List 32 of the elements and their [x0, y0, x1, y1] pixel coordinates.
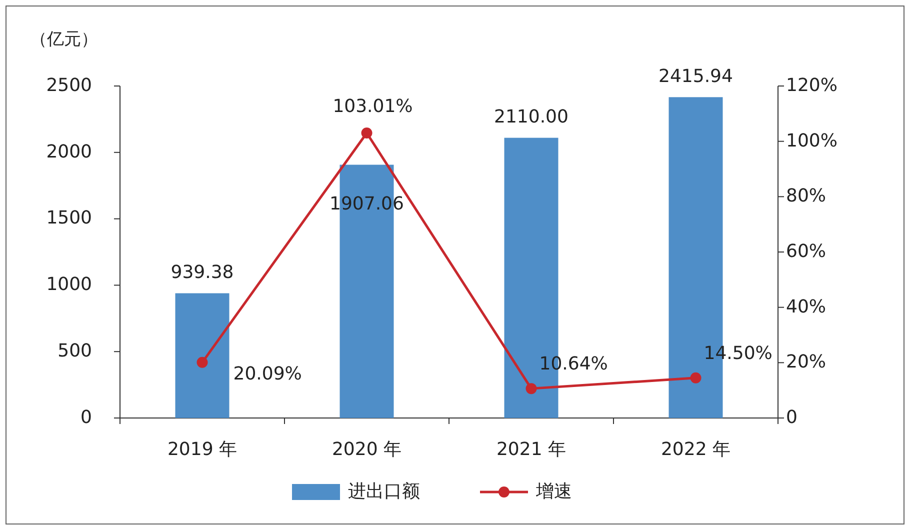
y2-tick-label: 60% — [786, 240, 826, 262]
x-tick-label: 2020 年 — [332, 438, 402, 460]
legend-label: 进出口额 — [348, 480, 420, 502]
y-tick-label: 2000 — [46, 141, 92, 162]
legend-label: 增速 — [535, 480, 572, 502]
y2-tick-label: 40% — [786, 296, 826, 318]
y2-tick-label: 120% — [786, 74, 838, 96]
label: 103.01% — [332, 96, 413, 117]
y2-tick-label: 20% — [786, 352, 826, 373]
x-tick-label: 2022 年 — [660, 438, 731, 460]
y-axis-title: （亿元） — [30, 30, 98, 50]
point — [196, 356, 208, 368]
y2-tick-label: 100% — [786, 130, 838, 152]
y-tick-label: 1000 — [46, 274, 92, 296]
label: 20.09% — [233, 363, 302, 384]
x-tick-label: 2021 年 — [496, 438, 566, 460]
bar — [175, 293, 230, 418]
y2-tick-label: 80% — [786, 186, 826, 207]
x-tick-label: 2019 年 — [167, 438, 238, 460]
label: 939.38 — [170, 262, 234, 284]
point — [361, 128, 372, 139]
label: 2110.00 — [494, 106, 568, 128]
legend-增速: 增速 — [480, 480, 572, 502]
point — [690, 372, 702, 384]
y-tick-label: 1500 — [46, 208, 92, 229]
y2-tick-label: 0 — [786, 406, 798, 428]
legend-进出口额: 进出口额 — [292, 480, 420, 502]
y-tick-label: 0 — [80, 406, 92, 428]
y-tick-label: 500 — [58, 340, 92, 362]
label: 2415.94 — [658, 66, 733, 88]
y-tick-label: 2500 — [46, 74, 92, 96]
point — [526, 383, 537, 394]
